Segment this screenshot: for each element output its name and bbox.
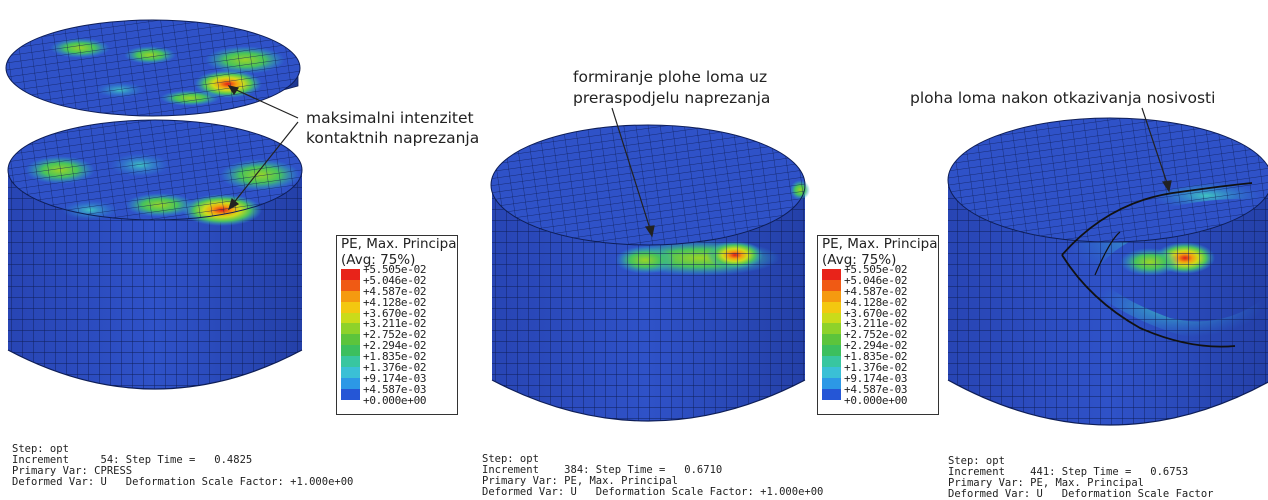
legend-swatch	[341, 388, 360, 400]
legend-swatch	[822, 323, 841, 335]
legend-value: +4.587e-03	[844, 382, 908, 396]
legend-scale: +5.505e-02 +5.046e-02 +4.587e-02 +4.128e…	[822, 263, 938, 414]
legend-value: +0.000e+00	[844, 393, 908, 407]
legend-value: +1.835e-02	[844, 350, 908, 364]
legend-value: +0.000e+00	[363, 393, 427, 407]
arrow-right	[1141, 107, 1172, 193]
legend-swatch	[822, 279, 841, 291]
legend-swatch	[341, 312, 360, 324]
legend-value: +9.174e-03	[844, 371, 908, 385]
legend-middle: PE, Max. Principa (Avg: 75%) +5.505e-02 …	[817, 235, 939, 415]
legend-avg: (Avg: 75%)	[341, 252, 416, 268]
legend-swatch	[341, 279, 360, 291]
legend-value: +1.376e-02	[844, 361, 908, 375]
annotation-left-line1: maksimalni intenzitet	[306, 109, 474, 127]
legend-value: +2.752e-02	[844, 328, 908, 342]
legend-value: +9.174e-03	[363, 371, 427, 385]
legend-value: +4.587e-03	[363, 382, 427, 396]
legend-swatch	[822, 334, 841, 346]
info-increment: Increment 441: Step Time = 0.6753	[948, 466, 1189, 478]
info-middle: Step: opt Increment 384: Step Time = 0.67…	[482, 454, 823, 498]
cylinder-middle	[490, 124, 810, 422]
info-increment: Increment 384: Step Time = 0.6710	[482, 464, 723, 476]
annotation-middle-line1: formiranje plohe loma uz	[573, 68, 768, 86]
annotation-right: ploha loma nakon otkazivanja nosivosti	[910, 89, 1216, 107]
legend-value: +3.670e-02	[844, 306, 908, 320]
legend-value: +5.505e-02	[844, 263, 908, 276]
legend-left: PE, Max. Principa (Avg: 75%) +5.505e-02 …	[336, 235, 458, 415]
info-step: Step: opt	[948, 455, 1005, 467]
legend-value: +2.294e-02	[844, 339, 908, 353]
legend-value: +2.294e-02	[363, 339, 427, 353]
annotation-middle-line2: preraspodjelu naprezanja	[573, 89, 771, 107]
info-step: Step: opt	[482, 453, 539, 465]
legend-swatch	[822, 269, 841, 280]
legend-scale: +5.505e-02 +5.046e-02 +4.587e-02 +4.128e…	[341, 263, 457, 414]
legend-value: +4.587e-02	[844, 284, 908, 298]
legend-title: PE, Max. Principa	[822, 236, 938, 252]
legend-value: +1.835e-02	[363, 350, 427, 364]
legend-value: +4.128e-02	[363, 295, 427, 309]
info-left: Step: opt Increment 54: Step Time = 0.482…	[12, 444, 353, 488]
info-deformed-var: Deformed Var: U Deformation Scale Factor	[948, 488, 1214, 500]
info-deformed-var: Deformed Var: U Deformation Scale Factor…	[12, 476, 354, 488]
info-right: Step: opt Increment 441: Step Time = 0.67…	[948, 456, 1214, 500]
legend-value: +5.505e-02	[363, 263, 427, 276]
legend-swatch	[341, 367, 360, 378]
info-primary-var: Primary Var: CPRESS	[12, 465, 133, 477]
info-increment: Increment 54: Step Time = 0.4825	[12, 454, 253, 466]
cylinder-right	[947, 117, 1268, 426]
legend-swatch	[341, 334, 360, 346]
legend-value: +4.128e-02	[844, 295, 908, 309]
cylinder-left	[7, 119, 303, 390]
legend-swatch	[341, 345, 360, 357]
legend-value: +5.046e-02	[363, 273, 427, 287]
legend-swatch	[822, 345, 841, 357]
legend-swatch	[822, 367, 841, 378]
legend-value: +3.211e-02	[363, 317, 427, 331]
legend-value: +5.046e-02	[844, 273, 908, 287]
legend-value: +1.376e-02	[363, 361, 427, 375]
legend-swatch	[822, 377, 841, 389]
info-step: Step: opt	[12, 443, 69, 455]
legend-swatch	[341, 323, 360, 335]
legend-value: +3.211e-02	[844, 317, 908, 331]
arrow-middle	[611, 107, 655, 238]
annotation-left-line2: kontaktnih naprezanja	[306, 129, 480, 147]
legend-swatch	[341, 290, 360, 302]
legend-swatch	[822, 301, 841, 313]
legend-swatch	[822, 388, 841, 400]
legend-title: PE, Max. Principa	[341, 236, 457, 252]
info-primary-var: Primary Var: PE, Max. Principal	[948, 477, 1144, 489]
legend-swatch	[822, 356, 841, 368]
legend-swatch	[341, 356, 360, 368]
legend-value: +3.670e-02	[363, 306, 427, 320]
legend-value: +2.752e-02	[363, 328, 427, 342]
info-primary-var: Primary Var: PE, Max. Principal	[482, 475, 678, 487]
arrows-left	[227, 85, 299, 211]
legend-value: +4.587e-02	[363, 284, 427, 298]
legend-swatch	[822, 290, 841, 302]
legend-swatch	[341, 269, 360, 280]
legend-swatch	[341, 377, 360, 389]
legend-avg: (Avg: 75%)	[822, 252, 897, 268]
legend-swatch	[822, 312, 841, 324]
legend-swatch	[341, 301, 360, 313]
top-plate	[5, 19, 301, 117]
info-deformed-var: Deformed Var: U Deformation Scale Factor…	[482, 486, 824, 498]
